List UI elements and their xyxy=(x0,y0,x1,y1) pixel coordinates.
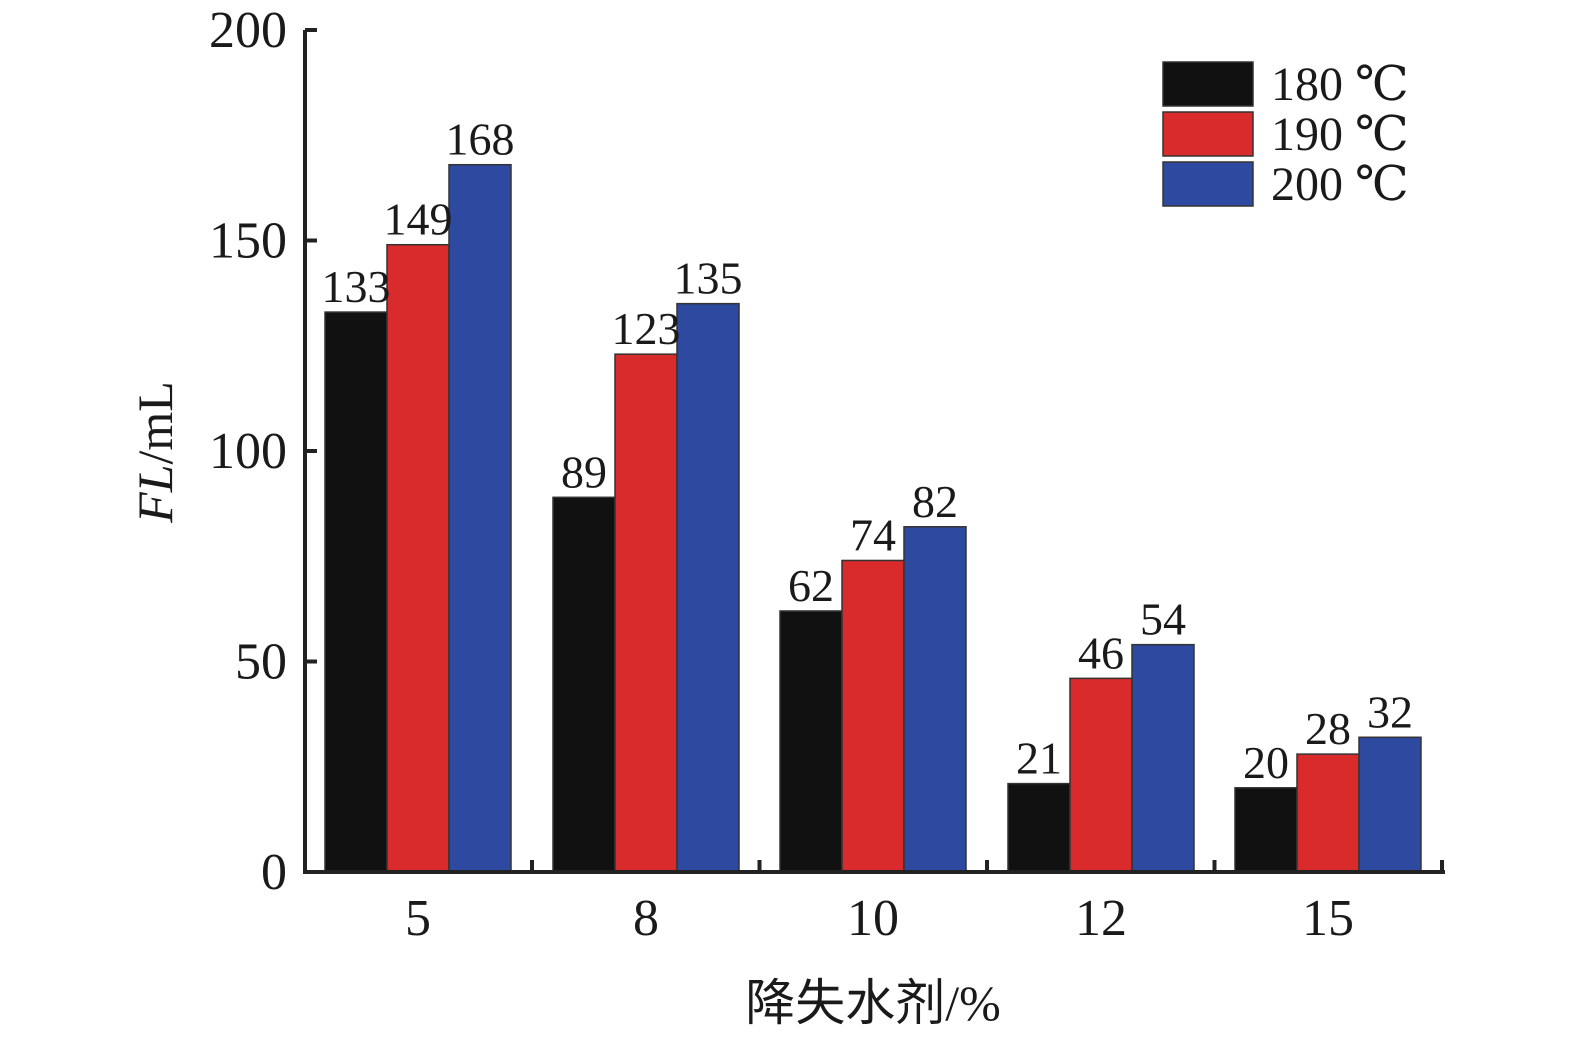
x-tick-label: 8 xyxy=(633,890,659,947)
data-label: 168 xyxy=(446,114,515,165)
data-label: 28 xyxy=(1305,703,1351,754)
y-axis-title: FL/mL xyxy=(127,381,183,524)
bar xyxy=(1358,736,1422,873)
bar xyxy=(448,163,512,873)
x-tick-label: 5 xyxy=(405,890,431,947)
data-label: 89 xyxy=(561,446,607,497)
data-label: 46 xyxy=(1078,627,1124,678)
bar xyxy=(903,526,967,873)
data-label: 149 xyxy=(384,194,453,245)
y-axis-title-unit: /mL xyxy=(127,381,183,464)
bar xyxy=(1007,782,1071,873)
x-tick-label: 12 xyxy=(1075,890,1127,947)
bar xyxy=(1069,677,1133,873)
data-label: 54 xyxy=(1140,594,1186,645)
bars-layer xyxy=(324,163,1422,873)
bar xyxy=(1131,643,1195,873)
y-axis-title-italic: FL xyxy=(127,464,183,523)
bar xyxy=(841,559,905,873)
x-tick-label: 15 xyxy=(1302,890,1354,947)
bar xyxy=(779,610,843,873)
bar xyxy=(552,496,616,873)
data-label: 20 xyxy=(1243,737,1289,788)
bar xyxy=(1234,787,1298,873)
legend-swatch xyxy=(1162,161,1254,207)
legend-label: 200 ℃ xyxy=(1271,158,1409,211)
x-axis-title: 降失水剂/% xyxy=(745,975,1001,1031)
data-label: 21 xyxy=(1016,733,1062,784)
legend-label: 190 ℃ xyxy=(1271,108,1409,161)
bar xyxy=(614,353,678,873)
bar xyxy=(1296,753,1360,873)
data-label: 135 xyxy=(674,253,743,304)
legend-swatch xyxy=(1162,111,1254,157)
data-label: 32 xyxy=(1367,686,1413,737)
bar xyxy=(324,311,388,873)
data-label: 123 xyxy=(612,303,681,354)
y-tick-label: 50 xyxy=(235,634,287,691)
ticks-layer: 0 50 100 150 200 5 8 10 12 15 xyxy=(209,2,1444,947)
bar xyxy=(386,243,450,873)
bar xyxy=(676,302,740,873)
y-tick-label: 0 xyxy=(261,844,287,901)
data-label: 74 xyxy=(850,509,896,560)
data-label: 62 xyxy=(788,560,834,611)
x-tick-label: 10 xyxy=(847,890,899,947)
y-tick-label: 100 xyxy=(209,423,287,480)
data-label: 133 xyxy=(322,261,391,312)
y-tick-label: 200 xyxy=(209,2,287,59)
legend-label: 180 ℃ xyxy=(1271,58,1409,111)
data-label: 82 xyxy=(912,476,958,527)
legend-swatch xyxy=(1162,61,1254,107)
y-tick-label: 150 xyxy=(209,213,287,270)
